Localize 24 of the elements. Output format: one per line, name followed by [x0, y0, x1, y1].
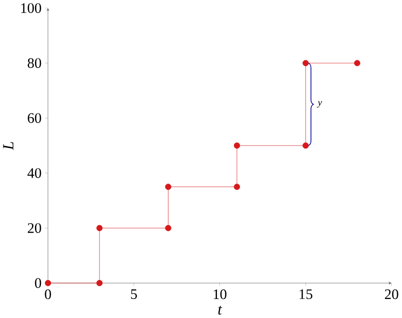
point [165, 184, 172, 190]
point [234, 142, 240, 149]
point [302, 142, 309, 149]
y-axis-title: L [3, 142, 14, 150]
y-tick-label: 40 [27, 168, 42, 178]
x-tick-label: 10 [214, 289, 226, 300]
y-tick-label: 100 [21, 3, 42, 14]
y-tick-label: 80 [28, 58, 42, 68]
point [354, 60, 360, 66]
x-tick-label: 15 [300, 289, 312, 300]
point [96, 225, 103, 232]
point [234, 184, 240, 190]
point [302, 60, 309, 66]
y-tick-label: 0 [34, 278, 42, 288]
y-tick-label: 60 [28, 113, 42, 124]
annotation: y [316, 101, 322, 108]
point [44, 280, 52, 286]
x-tick-label: 5 [131, 289, 137, 300]
x-axis-title: t [218, 306, 222, 315]
point [96, 280, 103, 286]
point [165, 225, 172, 232]
x-tick-label: 0 [44, 289, 52, 300]
x-tick-label: 20 [384, 289, 398, 300]
y-tick-label: 20 [28, 223, 42, 234]
